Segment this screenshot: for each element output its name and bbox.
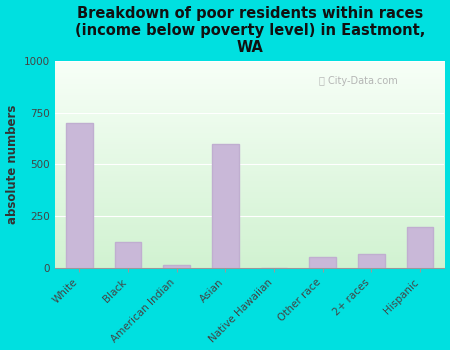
Bar bbox=[358, 253, 385, 268]
Bar bbox=[115, 242, 141, 268]
Bar bbox=[212, 144, 239, 268]
Bar bbox=[163, 265, 190, 268]
Bar bbox=[310, 257, 336, 268]
Bar bbox=[407, 226, 433, 268]
Bar bbox=[66, 123, 93, 268]
Y-axis label: absolute numbers: absolute numbers bbox=[5, 105, 18, 224]
Text: ⓘ City-Data.com: ⓘ City-Data.com bbox=[320, 76, 398, 86]
Title: Breakdown of poor residents within races
(income below poverty level) in Eastmon: Breakdown of poor residents within races… bbox=[75, 6, 425, 55]
